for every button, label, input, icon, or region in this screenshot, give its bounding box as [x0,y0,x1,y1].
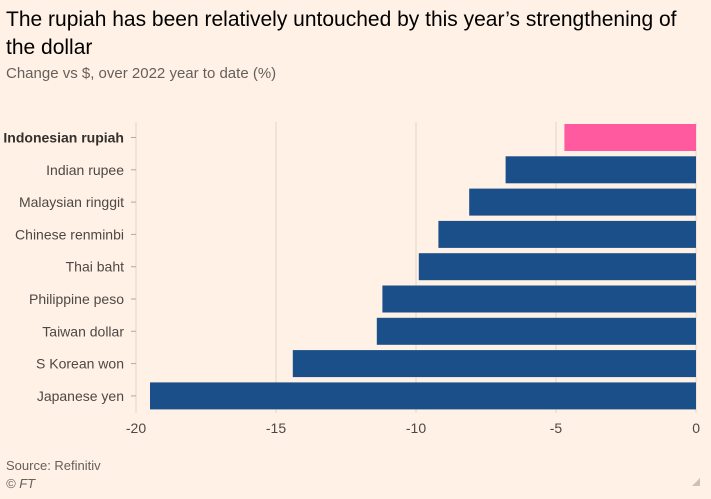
x-tick-label: 0 [692,420,700,436]
ft-credit: © FT [6,476,36,491]
x-tick-label: -20 [126,420,146,436]
source-note: Source: Refinitiv [6,458,101,473]
category-label: Thai baht [66,259,124,275]
bar-malaysian-ringgit [469,188,696,216]
chart-title: The rupiah has been relatively untouched… [6,8,677,59]
bar-indonesian-rupiah [564,124,696,151]
category-label: Indian rupee [46,162,124,178]
x-tick-label: -5 [550,420,563,436]
bar-indian-rupee [505,156,696,184]
bar-philippine-peso [382,285,696,313]
bar-taiwan-dollar [376,317,696,345]
category-label: Indonesian rupiah [3,130,124,146]
category-labels: Indonesian rupiah Indian rupee Malaysian r… [3,130,136,404]
category-label: S Korean won [36,356,124,372]
resize-handle-icon[interactable] [692,478,700,486]
x-axis-ticks: -20 -15 -10 -5 0 [126,420,700,436]
bar-chinese-renminbi [438,220,696,248]
bar-thai-baht [418,253,696,281]
category-label: Chinese renminbi [15,226,124,242]
bar-s-korean-won [292,350,696,378]
x-tick-label: -10 [406,420,426,436]
x-tick-label: -15 [266,420,286,436]
category-label: Taiwan dollar [42,323,124,339]
bars [150,124,696,410]
category-label: Japanese yen [37,388,124,404]
category-label: Malaysian ringgit [19,194,124,210]
chart-subtitle: Change vs $, over 2022 year to date (%) [6,65,277,82]
category-label: Philippine peso [29,291,124,307]
bar-japanese-yen [150,382,696,410]
